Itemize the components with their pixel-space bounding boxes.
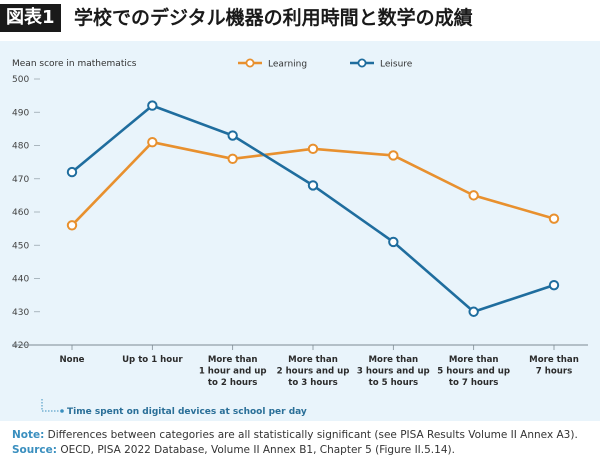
data-point-learning (388, 150, 399, 161)
note-line: Note: Differences between categories are… (12, 428, 597, 443)
x-tick-label: More than 2 hours and up to 3 hours (277, 355, 350, 388)
x-tick-label-line: 7 hours (536, 367, 572, 377)
y-axis-title: Mean score in mathematics (12, 59, 137, 69)
x-tick-label-line: More than (288, 355, 338, 365)
data-point-leisure (468, 306, 479, 317)
x-tick-label-line: More than (208, 355, 258, 365)
data-point-learning (147, 136, 158, 148)
x-tick-label: None (59, 355, 84, 365)
x-tick-label: More than 5 hours and up to 7 hours (437, 355, 510, 388)
data-point-learning (548, 213, 560, 224)
legend-swatch-marker (357, 58, 367, 68)
x-tick-label-line: None (59, 355, 84, 365)
data-point-leisure (227, 130, 238, 141)
y-tick-label: 470 (12, 175, 29, 185)
notes-block: Note: Differences between categories are… (12, 428, 597, 458)
y-tick-label: 440 (12, 275, 29, 285)
data-point-leisure (388, 236, 399, 248)
x-tick-label-line: to 2 hours (208, 378, 257, 388)
x-tick-label-line: More than (529, 355, 579, 365)
data-point-leisure (66, 166, 78, 178)
data-point-learning (468, 190, 479, 201)
data-point-leisure (307, 180, 319, 191)
figure-title: 学校でのデジタル機器の利用時間と数学の成績 (74, 7, 473, 29)
y-tick-label: 420 (12, 341, 29, 351)
note-text: Differences between categories are all s… (44, 429, 578, 441)
x-tick-label-line: to 5 hours (369, 378, 418, 388)
source-label: Source: (12, 444, 57, 456)
x-axis-title-connector (41, 399, 60, 412)
chart-panel: Mean score in mathematics 420 430 440 450 460… (0, 41, 600, 421)
x-tick-label-line: More than (368, 355, 418, 365)
axes-layer: Mean score in mathematics 420 430 440 450 460… (12, 59, 588, 417)
figure-badge: 図表1 (0, 4, 61, 32)
data-point-learning (227, 153, 238, 165)
figure-header: 図表1 学校でのデジタル機器の利用時間と数学の成績 (0, 0, 600, 40)
x-tick-label-line: 2 hours and up (277, 367, 350, 377)
legend-label: Learning (268, 60, 307, 70)
series-layer (66, 100, 560, 317)
legend-swatch-marker (245, 58, 255, 68)
data-point-learning (307, 143, 319, 155)
series-line-leisure (71, 104, 555, 314)
note-label: Note: (12, 429, 45, 441)
x-tick-label: More than 3 hours and up to 5 hours (357, 355, 430, 388)
line-chart: Mean score in mathematics 420 430 440 450 460… (12, 58, 588, 417)
data-point-leisure (147, 100, 158, 111)
source-line: Source: OECD, PISA 2022 Database, Volume… (12, 443, 597, 458)
x-tick-label-line: to 3 hours (288, 378, 337, 388)
y-tick-label: 430 (12, 308, 29, 318)
x-tick-label-line: More than (449, 355, 499, 365)
y-tick-label: 480 (12, 142, 29, 152)
x-axis-title: Time spent on digital devices at school … (67, 407, 307, 417)
x-tick-label: More than 1 hour and up to 2 hours (199, 355, 267, 388)
x-tick-label: Up to 1 hour (122, 355, 183, 365)
x-tick-label-line: Up to 1 hour (122, 355, 183, 365)
x-tick-label: More than 7 hours (529, 355, 579, 377)
x-tick-label-line: 3 hours and up (357, 367, 430, 377)
data-point-leisure (548, 279, 560, 291)
x-axis-title-dot (60, 409, 64, 413)
y-tick-label: 490 (12, 108, 29, 118)
y-tick-label: 500 (12, 75, 29, 85)
x-tick-label-line: 5 hours and up (437, 367, 510, 377)
y-tick-label: 450 (12, 241, 29, 251)
x-tick-label-line: to 7 hours (449, 378, 498, 388)
legend: Learning Leisure (238, 58, 413, 70)
legend-label: Leisure (380, 60, 413, 70)
data-point-learning (66, 220, 78, 231)
source-text: OECD, PISA 2022 Database, Volume II Anne… (56, 444, 455, 456)
x-tick-label-line: 1 hour and up (199, 367, 267, 377)
y-tick-label: 460 (12, 208, 29, 218)
